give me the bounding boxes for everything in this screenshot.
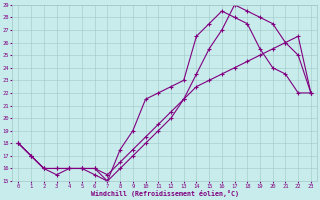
X-axis label: Windchill (Refroidissement éolien,°C): Windchill (Refroidissement éolien,°C) bbox=[91, 190, 239, 197]
